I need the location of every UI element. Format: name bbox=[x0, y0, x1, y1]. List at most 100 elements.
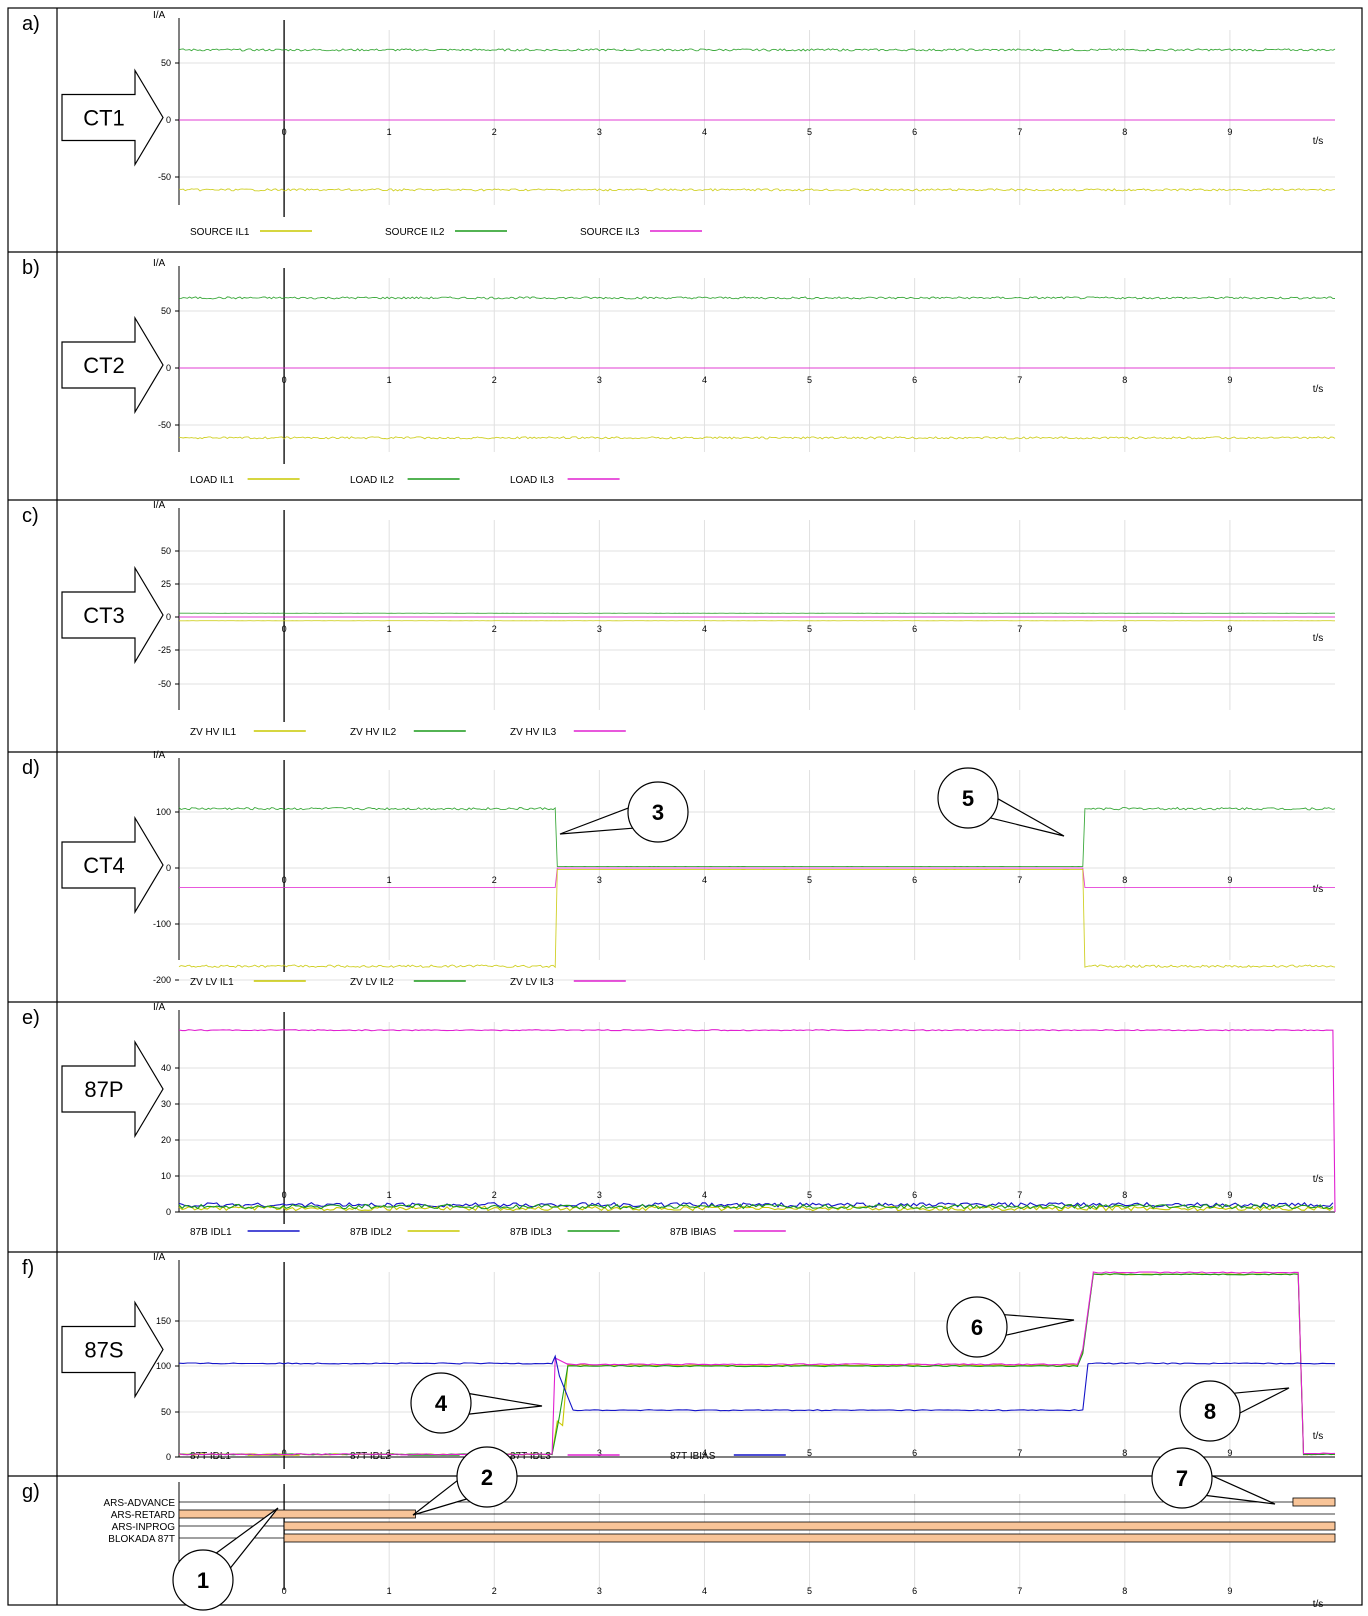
panel-letter: f) bbox=[22, 1257, 34, 1279]
series-group-e bbox=[179, 1030, 1335, 1212]
callout-number: 4 bbox=[435, 1391, 448, 1416]
callout-4: 4 bbox=[411, 1373, 542, 1433]
x-tick-label: 2 bbox=[492, 127, 497, 137]
x-tick-label: 8 bbox=[1122, 127, 1127, 137]
x-tick-label: 7 bbox=[1017, 875, 1022, 885]
series-group-a bbox=[179, 49, 1335, 191]
legend-label: ZV LV IL2 bbox=[350, 977, 394, 988]
y-tick-label: 10 bbox=[161, 1171, 171, 1181]
y-tick-label: 40 bbox=[161, 1063, 171, 1073]
x-tick-label: 0 bbox=[282, 1586, 287, 1596]
series-line bbox=[179, 808, 1335, 867]
x-unit-label: t/s bbox=[1313, 1174, 1324, 1185]
callout-number: 7 bbox=[1176, 1466, 1188, 1491]
y-tick-label: -100 bbox=[153, 919, 171, 929]
y-tick-label: 20 bbox=[161, 1135, 171, 1145]
grid bbox=[179, 770, 1335, 980]
x-tick-label: 6 bbox=[912, 875, 917, 885]
signal-label: ARS-INPROG bbox=[112, 1522, 176, 1533]
series-group-d bbox=[179, 808, 1335, 968]
x-tick-label: 9 bbox=[1227, 624, 1232, 634]
y-tick-label: 50 bbox=[161, 306, 171, 316]
callout-number: 8 bbox=[1204, 1399, 1216, 1424]
y-tick-label: -50 bbox=[158, 679, 171, 689]
signal-bar bbox=[284, 1522, 1335, 1530]
callout-1: 1 bbox=[173, 1508, 278, 1610]
signal-bar bbox=[1293, 1498, 1335, 1506]
y-tick-label: 0 bbox=[166, 1452, 171, 1462]
callout-pointer bbox=[1004, 1315, 1074, 1336]
x-tick-label: 9 bbox=[1227, 1586, 1232, 1596]
x-tick-label: 1 bbox=[387, 875, 392, 885]
x-tick-label: 2 bbox=[492, 375, 497, 385]
x-tick-label: 3 bbox=[597, 1586, 602, 1596]
x-tick-label: 3 bbox=[597, 875, 602, 885]
arrow-label-ct3: CT3 bbox=[62, 568, 163, 662]
arrow-text: CT1 bbox=[83, 106, 125, 131]
callout-pointer bbox=[990, 799, 1064, 836]
series-line bbox=[179, 437, 1335, 439]
x-unit-label: t/s bbox=[1313, 884, 1324, 895]
legend-label: ZV HV IL3 bbox=[510, 727, 557, 738]
y-tick-label: -50 bbox=[158, 172, 171, 182]
legend-label: 87B IDL2 bbox=[350, 1227, 392, 1238]
signal-label: ARS-ADVANCE bbox=[104, 1498, 176, 1509]
y-tick-label: 150 bbox=[156, 1316, 171, 1326]
y-unit-label: I/A bbox=[153, 1252, 166, 1263]
panel-letter: c) bbox=[22, 505, 39, 527]
callout-pointer bbox=[469, 1394, 542, 1415]
y-unit-label: I/A bbox=[153, 750, 166, 761]
signal-bar bbox=[284, 1534, 1335, 1542]
x-tick-label: 4 bbox=[702, 375, 707, 385]
series-line bbox=[179, 189, 1335, 191]
signal-label: BLOKADA 87T bbox=[108, 1534, 175, 1545]
y-tick-label: 100 bbox=[156, 807, 171, 817]
x-tick-label: 4 bbox=[702, 875, 707, 885]
legend-label: 87T IDL2 bbox=[350, 1451, 391, 1462]
x-tick-label: 0 bbox=[282, 127, 287, 137]
y-unit-label: I/A bbox=[153, 1002, 166, 1013]
x-tick-label: 1 bbox=[387, 624, 392, 634]
x-tick-label: 4 bbox=[702, 624, 707, 634]
x-tick-label: 3 bbox=[597, 1190, 602, 1200]
x-tick-label: 3 bbox=[597, 375, 602, 385]
x-tick-label: 1 bbox=[387, 1190, 392, 1200]
x-tick-label: 7 bbox=[1017, 624, 1022, 634]
y-tick-label: 30 bbox=[161, 1099, 171, 1109]
x-tick-label: 6 bbox=[912, 1190, 917, 1200]
arrow-text: 87P bbox=[84, 1077, 123, 1102]
x-tick-label: 0 bbox=[282, 1190, 287, 1200]
callout-8: 8 bbox=[1180, 1381, 1289, 1441]
legend-label: LOAD IL3 bbox=[510, 475, 554, 486]
x-tick-label: 4 bbox=[702, 1190, 707, 1200]
y-tick-label: 50 bbox=[161, 58, 171, 68]
y-unit-label: I/A bbox=[153, 258, 166, 269]
panel-letter: g) bbox=[22, 1481, 40, 1503]
legend-label: 87T IDL3 bbox=[510, 1451, 551, 1462]
x-tick-label: 8 bbox=[1122, 1586, 1127, 1596]
callout-number: 5 bbox=[962, 786, 974, 811]
x-tick-label: 0 bbox=[282, 624, 287, 634]
series-line bbox=[179, 49, 1335, 51]
arrow-text: CT3 bbox=[83, 603, 125, 628]
y-tick-label: -25 bbox=[158, 645, 171, 655]
y-unit-label: I/A bbox=[153, 10, 166, 21]
callout-number: 2 bbox=[481, 1465, 493, 1490]
y-tick-label: 0 bbox=[166, 1207, 171, 1217]
x-tick-label: 5 bbox=[807, 127, 812, 137]
x-tick-label: 9 bbox=[1227, 1190, 1232, 1200]
grid bbox=[179, 1022, 1335, 1212]
panel-letter: d) bbox=[22, 757, 40, 779]
series-line bbox=[179, 297, 1335, 299]
legend-label: SOURCE IL1 bbox=[190, 227, 250, 238]
signal-label: ARS-RETARD bbox=[111, 1510, 175, 1521]
callout-6: 6 bbox=[947, 1297, 1074, 1357]
arrow-label-87s: 87S bbox=[62, 1303, 163, 1397]
x-tick-label: 2 bbox=[492, 875, 497, 885]
callout-number: 3 bbox=[652, 800, 664, 825]
